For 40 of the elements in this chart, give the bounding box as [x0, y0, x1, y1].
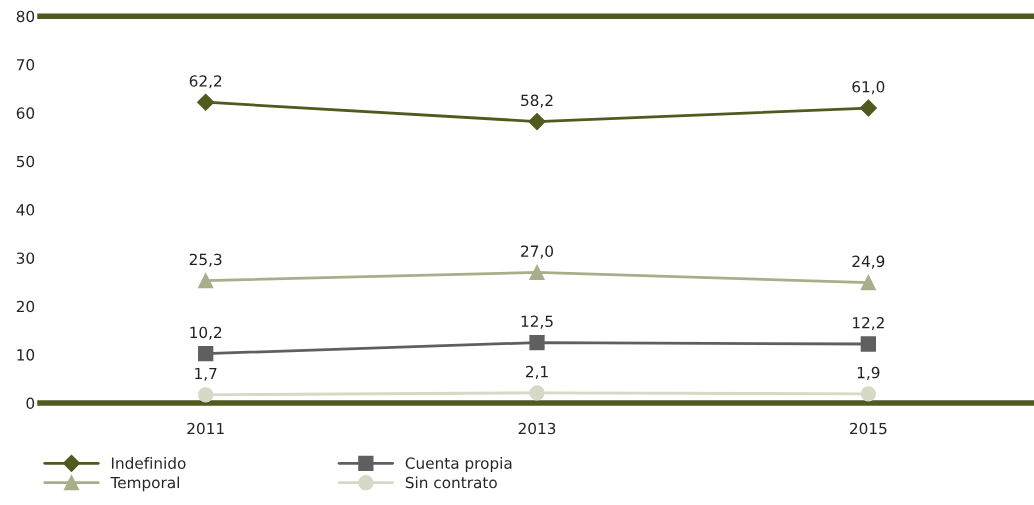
data-label: 24,9 [852, 255, 885, 269]
y-tick-label: 40 [16, 204, 35, 216]
data-label: 12,2 [853, 316, 884, 331]
x-tick-label: 2011 [187, 422, 224, 435]
data-label: 2,1 [525, 365, 548, 379]
point [528, 113, 546, 131]
point [198, 387, 214, 403]
point [860, 386, 876, 402]
data-label: 12,5 [521, 315, 553, 329]
legend-label: Cuenta propia [405, 457, 512, 472]
data-label: 27,0 [521, 245, 553, 259]
data-label: 61,0 [852, 81, 885, 95]
y-tick-label: 10 [17, 349, 35, 361]
point [859, 99, 877, 117]
y-tick-label: 50 [16, 155, 35, 168]
data-label: 25,3 [189, 253, 222, 267]
data-label: 10,2 [190, 326, 222, 340]
point [198, 346, 214, 362]
legend-label: Sin contrato [405, 476, 497, 489]
point [529, 334, 545, 351]
data-label: 1,7 [195, 367, 217, 381]
y-tick-label: 80 [16, 10, 35, 23]
legend-label: Temporal [110, 476, 179, 492]
point [529, 385, 545, 401]
point [860, 336, 876, 352]
y-tick-label: 30 [16, 252, 35, 264]
data-label: 1,9 [857, 366, 880, 380]
y-tick-label: 60 [16, 107, 35, 119]
y-tick-label: 70 [16, 58, 35, 71]
data-label: 62,2 [189, 75, 222, 89]
point [860, 274, 876, 291]
y-tick-label: 20 [16, 300, 35, 313]
legend-label: Indefinido [111, 457, 186, 469]
point [529, 264, 545, 281]
y-tick-label: 0 [26, 397, 35, 410]
data-label: 58,2 [521, 94, 553, 108]
point [197, 93, 215, 111]
x-tick-label: 2013 [518, 422, 556, 435]
x-tick-label: 2015 [850, 422, 887, 435]
point [198, 273, 214, 289]
